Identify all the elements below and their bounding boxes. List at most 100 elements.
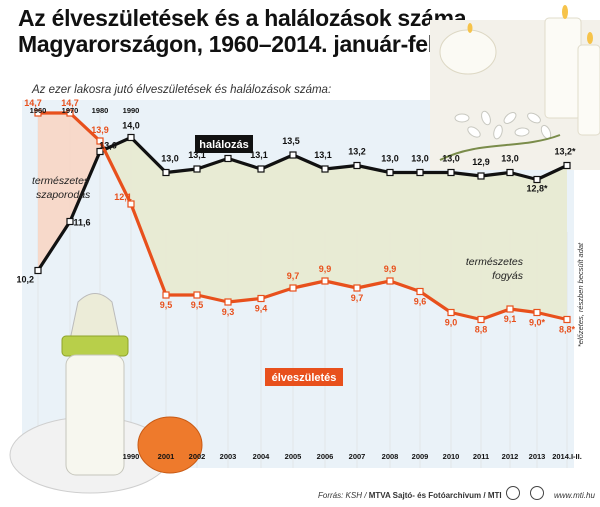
bottom-year-label: 2003 [220, 452, 237, 461]
birth-point [386, 277, 394, 285]
birth-point [127, 200, 135, 208]
birth-data-label: 9,0* [529, 318, 546, 328]
death-point [224, 154, 232, 163]
death-point [289, 151, 297, 159]
bottom-year-label: 2002 [189, 452, 206, 461]
bottle-lid-icon [137, 416, 203, 474]
birth-point [533, 308, 541, 317]
birth-data-label: 8,8* [559, 325, 576, 335]
death-data-label: 12,8* [526, 184, 548, 194]
lily-flower-icon [481, 110, 491, 126]
birth-data-label: 9,0 [445, 318, 458, 328]
birth-data-label: 12,1 [114, 192, 132, 202]
birth-point [193, 291, 201, 299]
birth-point [289, 284, 297, 292]
lily-flower-icon [467, 126, 481, 138]
birth-point [477, 315, 485, 324]
death-point [162, 168, 170, 177]
bottom-year-label: 2013 [529, 452, 546, 461]
flame-icon [587, 32, 593, 44]
top-year-label: 1990 [123, 106, 140, 115]
death-point [506, 168, 514, 177]
chart-subtitle: Az ezer lakosra jutó élveszületések és h… [32, 84, 332, 96]
candle-icon [544, 17, 582, 119]
death-data-label: 13,0 [381, 154, 399, 164]
death-point [193, 165, 201, 173]
death-point [477, 172, 485, 180]
death-point [353, 161, 361, 170]
top-year-label: 1970 [62, 106, 79, 115]
source-org: MTVA Sajtó- és Fotóarchívum / MTI [368, 491, 502, 500]
website-link[interactable]: www.mti.hu [554, 491, 595, 500]
death-point [386, 168, 394, 177]
bottle-body-icon [65, 354, 125, 476]
source-credit: Forrás: KSH / MTVA Sajtó- és Fotóarchívu… [318, 491, 502, 500]
bottom-year-label: 2007 [349, 452, 366, 461]
baby-bottle-decoration [9, 293, 203, 494]
bottom-year-label: 2005 [285, 452, 302, 461]
death-point [96, 147, 104, 156]
death-data-label: 13,0 [501, 154, 519, 164]
birth-data-label: 8,8 [475, 325, 488, 335]
bottle-cap-icon [61, 335, 129, 357]
birth-data-label: 14,7 [61, 98, 79, 108]
death-data-label: 11,6 [73, 218, 90, 228]
birth-data-label: 9,6 [414, 297, 427, 307]
death-point [257, 165, 265, 173]
title-line-2: Magyarországon, 1960–2014. január-februá… [18, 31, 486, 57]
death-point [66, 217, 74, 226]
top-year-label: 1960 [30, 106, 47, 115]
birth-data-label: 9,9 [319, 264, 332, 274]
birth-data-label: 9,1 [504, 314, 517, 324]
death-data-label: 13,2* [554, 147, 576, 157]
bottom-year-label: 2006 [317, 452, 334, 461]
birth-data-label: 13,9 [91, 125, 109, 135]
birth-data-label: 9,7 [287, 271, 300, 281]
natural-decrease-label: fogyás [492, 270, 524, 282]
natural-increase-area [38, 113, 105, 271]
death-data-label: 13,0 [442, 154, 460, 164]
top-year-label: 1980 [92, 106, 109, 115]
bottom-year-label: 2010 [443, 452, 460, 461]
birth-point [224, 298, 232, 306]
flame-icon [562, 5, 568, 19]
death-point [447, 168, 455, 177]
birth-data-label: 9,3 [222, 307, 235, 317]
birth-point [506, 305, 514, 313]
birth-point [96, 137, 104, 145]
death-legend-box [195, 135, 253, 153]
bottom-year-label: 1990 [123, 452, 140, 461]
bottom-year-label: 2012 [502, 452, 519, 461]
mtva-logo-icon [506, 486, 520, 500]
lily-flower-icon [493, 124, 503, 140]
bottom-year-label: 2008 [382, 452, 399, 461]
birth-series-label: élveszületés [272, 372, 337, 384]
birth-point [416, 287, 424, 296]
flower-stem-icon [439, 134, 561, 161]
death-data-label: 13,0 [411, 154, 429, 164]
bottom-year-label: 2014.I-II. [552, 452, 582, 461]
birth-point [34, 109, 42, 117]
chart-title: Az élveszületések és a halálozások száma… [18, 5, 485, 57]
death-data-label: 14,0 [122, 121, 140, 131]
birth-data-label: 9,4 [255, 304, 268, 314]
death-data-label: 13,1 [188, 150, 206, 160]
candle-icon [439, 29, 497, 75]
death-point [321, 165, 329, 173]
birth-point [321, 277, 329, 285]
birth-data-label: 14,7 [24, 98, 42, 108]
natural-increase-label: szaporodás [36, 189, 91, 201]
birth-legend-box [265, 368, 343, 386]
lily-flower-icon [503, 112, 517, 124]
birth-data-label: 9,5 [191, 300, 204, 310]
source-prefix: Forrás: KSH / [318, 491, 369, 500]
birth-point [66, 109, 74, 117]
candles-decoration [430, 5, 600, 170]
flame-icon [467, 23, 473, 33]
death-point [416, 168, 424, 177]
natural-decrease-label: természetes [466, 256, 524, 268]
death-point [127, 133, 135, 142]
death-data-label: 13,1 [314, 150, 332, 160]
death-data-label: 10,2 [16, 275, 34, 285]
